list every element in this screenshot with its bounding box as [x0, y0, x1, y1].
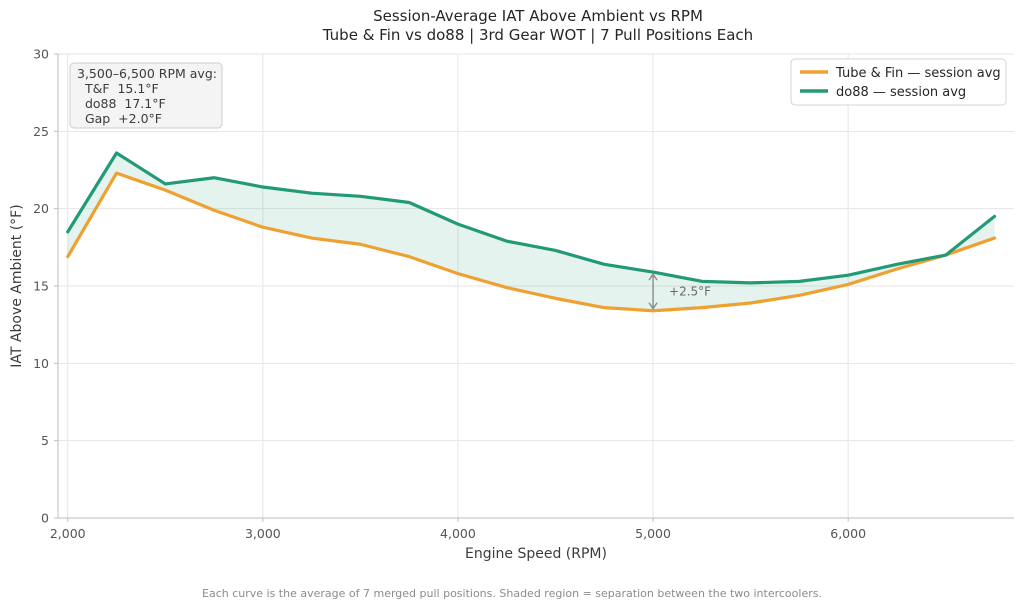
stats-line: T&F 15.1°F: [77, 81, 159, 96]
x-tick-label: 4,000: [440, 526, 476, 541]
y-tick-label: 10: [33, 356, 49, 371]
y-tick-label: 15: [33, 279, 49, 294]
x-tick-label: 2,000: [50, 526, 86, 541]
y-tick-label: 30: [33, 47, 49, 62]
grid: [58, 53, 1014, 519]
series-line-do88: [66, 151, 997, 285]
x-axis-label: Engine Speed (RPM): [465, 546, 607, 562]
stats-line: Gap +2.0°F: [77, 111, 162, 126]
chart-subtitle: Tube & Fin vs do88 | 3rd Gear WOT | 7 Pu…: [322, 26, 753, 44]
chart-title: Session-Average IAT Above Ambient vs RPM: [373, 7, 703, 25]
stats-line: 3,500–6,500 RPM avg:: [77, 66, 217, 81]
x-tick-label: 6,000: [830, 526, 866, 541]
legend: Tube & Fin — session avg do88 — session …: [790, 58, 1007, 106]
annotation-arrowhead-bottom: [648, 302, 658, 311]
y-tick-label: 25: [33, 124, 49, 139]
y-axis-label: IAT Above Ambient (°F): [9, 204, 25, 367]
series-line-tube-fin: [66, 171, 997, 313]
tick-labels: 2,000 3,000 4,000 5,000 6,000 0 5 10 15 20 25 30: [33, 47, 866, 542]
stats-line: do88 17.1°F: [77, 96, 166, 111]
x-tick-label: 5,000: [635, 526, 671, 541]
gap-annotation: +2.5°F: [648, 272, 711, 311]
x-tick-label: 3,000: [245, 526, 281, 541]
y-tick-label: 20: [33, 201, 49, 216]
series-lines: [66, 151, 997, 313]
annotation-label: +2.5°F: [669, 284, 711, 298]
stats-box-frame: [69, 62, 223, 129]
legend-label-tube-fin: Tube & Fin — session avg: [835, 66, 1001, 81]
stats-box: 3,500–6,500 RPM avg: T&F 15.1°F do88 17.…: [69, 62, 223, 129]
footer-note: Each curve is the average of 7 merged pu…: [202, 587, 822, 600]
legend-label-do88: do88 — session avg: [836, 85, 966, 100]
axes: [54, 53, 1014, 522]
y-tick-label: 5: [41, 433, 49, 448]
legend-frame: [790, 58, 1007, 106]
y-tick-label: 0: [41, 511, 49, 526]
annotation-arrowhead-top: [648, 272, 658, 281]
